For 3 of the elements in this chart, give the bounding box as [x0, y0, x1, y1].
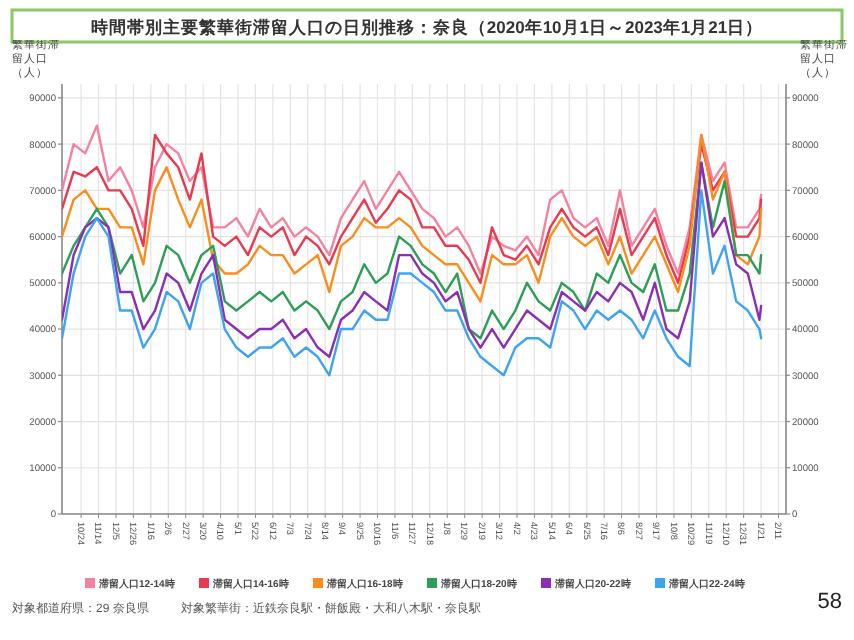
line-series: [62, 189, 763, 377]
chart-title: 時間帯別主要繁華街滞留人口の日別推移：奈良（2020年10月1日～2023年1月21日）: [90, 17, 764, 37]
text: 58: [817, 590, 842, 614]
